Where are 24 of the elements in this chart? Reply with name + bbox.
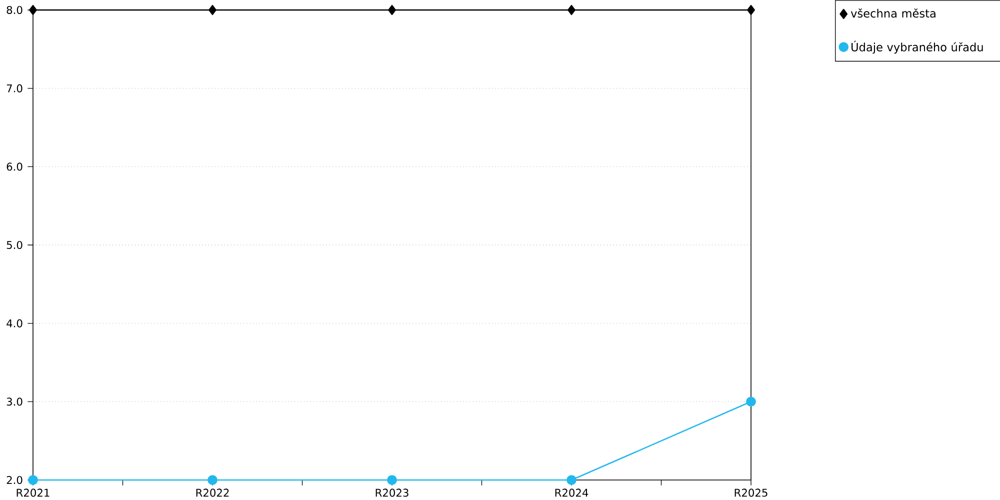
point bbox=[208, 4, 216, 16]
x-tick-label: R2022 bbox=[196, 488, 229, 497]
y-tick-label: 8.0 bbox=[6, 6, 22, 14]
legend-label: všechna města bbox=[850, 8, 936, 18]
y-tick-label: 5.0 bbox=[6, 240, 22, 250]
y-tick-label: 4.0 bbox=[6, 319, 22, 328]
point bbox=[388, 4, 396, 16]
y-tick-label: 2.0 bbox=[6, 476, 22, 484]
point bbox=[387, 475, 397, 485]
x-tick-label: R2023 bbox=[376, 488, 408, 497]
point bbox=[28, 475, 38, 485]
point bbox=[747, 4, 755, 16]
x-tick-label: R2025 bbox=[734, 488, 768, 497]
y-tick-label: 3.0 bbox=[6, 398, 22, 406]
legend-label: Údaje vybraného úřadu bbox=[852, 40, 983, 54]
point bbox=[566, 475, 576, 485]
point bbox=[746, 396, 756, 407]
y-tick-label: 6.0 bbox=[6, 162, 22, 171]
x-tick-label: R2021 bbox=[16, 488, 50, 497]
x-tick-label: R2024 bbox=[555, 488, 588, 497]
point bbox=[208, 475, 218, 485]
y-tick-label: 7.0 bbox=[6, 84, 22, 92]
point bbox=[29, 4, 37, 16]
point bbox=[568, 4, 576, 16]
